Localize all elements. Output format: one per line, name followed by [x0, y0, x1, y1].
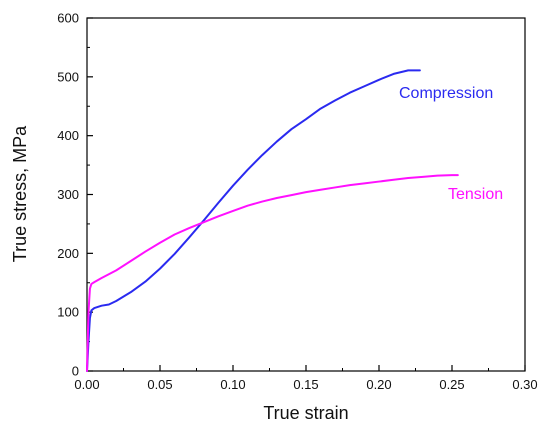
y-tick-label: 300: [57, 187, 79, 202]
x-tick-label: 0.15: [293, 377, 318, 392]
series-label-compression: Compression: [399, 85, 493, 102]
x-tick-label: 0.00: [74, 377, 99, 392]
y-tick-label: 500: [57, 69, 79, 84]
x-tick-label: 0.20: [366, 377, 391, 392]
series-line-compression: [86, 69, 421, 372]
x-tick-label: 0.25: [439, 377, 464, 392]
y-tick-label: 100: [57, 305, 79, 320]
series-line-tension: [86, 174, 459, 372]
x-tick-label: 0.10: [220, 377, 245, 392]
y-tick-label: 200: [57, 246, 79, 261]
series-layer: [86, 69, 459, 372]
y-axis-title: True stress, MPa: [10, 125, 30, 262]
y-tick-label: 600: [57, 11, 79, 26]
x-axis-title: True strain: [263, 403, 348, 423]
y-tick-label: 400: [57, 128, 79, 143]
x-axis-ticks: 0.00 0.05 0.10 0.15 0.20 0.25 0.30: [74, 365, 538, 392]
series-label-tension: Tension: [448, 186, 503, 203]
y-axis-ticks: 0 100 200 300 400 500 600: [57, 11, 93, 379]
x-tick-label: 0.30: [512, 377, 537, 392]
x-tick-label: 0.05: [147, 377, 172, 392]
y-tick-label: 0: [72, 364, 79, 379]
